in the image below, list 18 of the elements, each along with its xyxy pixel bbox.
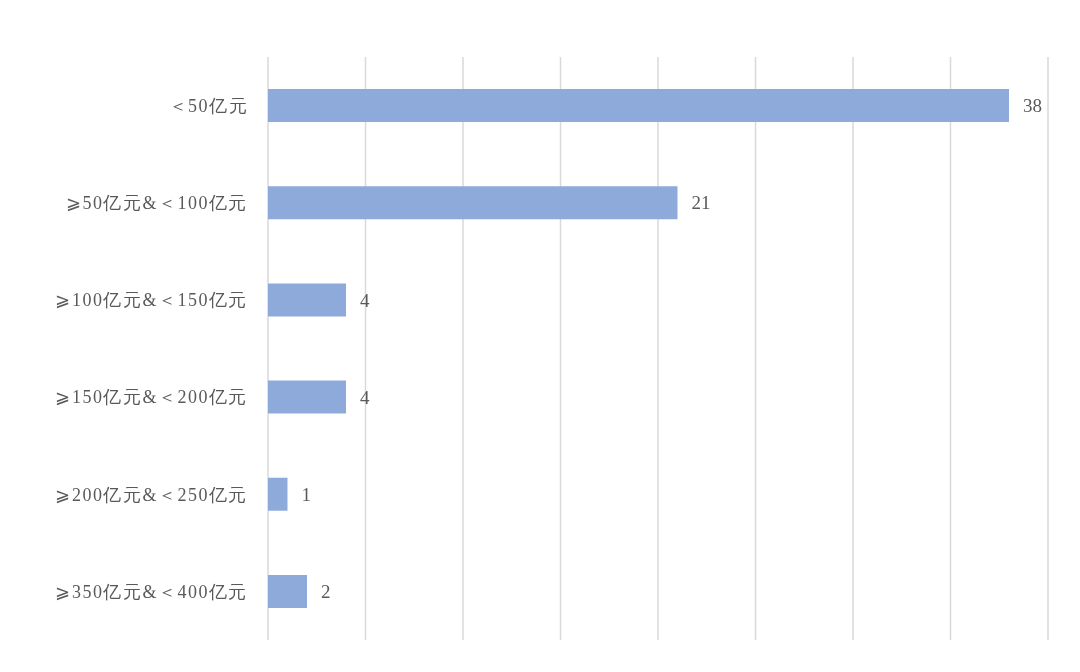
bar (268, 89, 1009, 123)
bar (268, 283, 346, 317)
y-tick-label: ⩾100亿元&＜150亿元 (55, 290, 248, 311)
bar (268, 186, 678, 220)
y-tick-label: ⩾200亿元&＜250亿元 (55, 484, 248, 505)
data-label: 21 (691, 192, 711, 214)
bar (268, 380, 346, 414)
data-label: 1 (301, 483, 311, 505)
data-label: 2 (321, 581, 331, 603)
y-tick-label: ⩾50亿元&＜100亿元 (65, 193, 248, 214)
data-label: 4 (360, 386, 370, 408)
y-tick-label: ⩾150亿元&＜200亿元 (55, 387, 248, 408)
bar (268, 574, 307, 608)
bar (268, 477, 288, 511)
data-label: 38 (1023, 95, 1042, 117)
y-tick-label: ＜50亿元 (168, 95, 248, 116)
y-tick-label: ⩾350亿元&＜400亿元 (55, 581, 248, 602)
data-label: 4 (360, 289, 370, 311)
